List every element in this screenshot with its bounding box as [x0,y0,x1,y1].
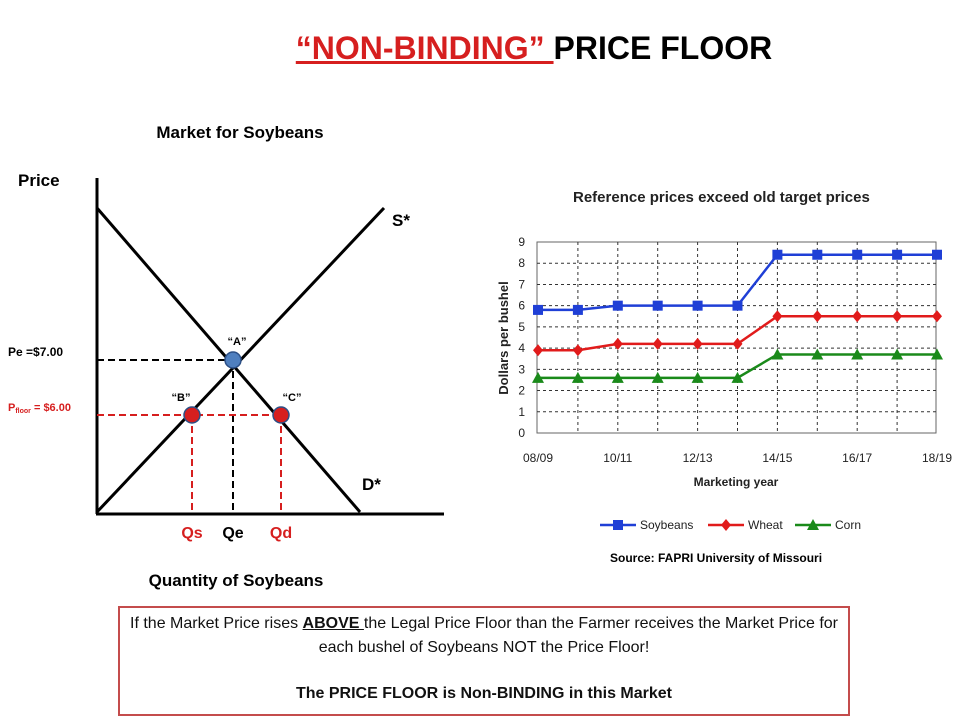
y-tick-label: 2 [518,384,525,398]
point-b-label: “B” [172,392,191,404]
legend-marker-corn [807,519,819,530]
soybeans-point [533,304,543,315]
chart-source: Source: FAPRI University of Missouri [610,551,823,565]
soybeans-point [772,249,783,260]
soybeans-point [892,249,903,260]
wheat-point [812,310,823,323]
x-tick-label: 08/09 [523,451,553,465]
qs-label: Qs [181,525,202,542]
wheat-point [572,344,583,357]
soybeans-point [932,249,942,260]
y-tick-label: 5 [518,320,525,334]
legend-label-soybeans: Soybeans [640,518,693,532]
y-tick-label: 8 [518,256,525,270]
point-a-label: “A” [228,336,247,348]
soybeans-point [812,249,823,260]
market-x-label: Quantity of Soybeans [149,571,324,590]
wheat-point [932,310,942,323]
qe-label: Qe [222,525,243,542]
legend-label-wheat: Wheat [748,518,783,532]
chart-x-label: Marketing year [694,475,779,489]
y-tick-label: 1 [518,405,525,419]
supply-label: S* [392,211,410,230]
wheat-point [533,344,543,357]
chart-plot-frame [536,241,937,434]
y-tick-label: 4 [518,341,525,355]
chart-grid [536,241,937,434]
y-tick-label: 9 [518,235,525,249]
y-tick-label: 7 [518,277,525,291]
wheat-point [892,310,903,323]
wheat-point [732,337,743,350]
reference-price-chart: Reference prices exceed old target price… [496,189,952,532]
y-tick-label: 6 [518,299,525,313]
wheat-point [612,337,623,350]
wheat-point [692,337,703,350]
x-tick-label: 16/17 [842,451,872,465]
x-tick-label: 10/11 [603,451,632,465]
wheat-point [652,337,663,350]
legend-label-corn: Corn [835,518,861,532]
chart-legend: Soybeans Wheat Corn [600,518,861,532]
soybeans-point [572,304,583,315]
corn-point [771,348,784,360]
chart-y-label: Dollars per bushel [496,281,511,394]
point-a-marker [224,351,242,369]
explanation-box: If the Market Price rises ABOVE the Lega… [118,606,850,716]
market-price-label: Price [18,171,60,190]
chart-series [532,249,943,383]
soybeans-point [692,300,703,311]
corn-point [571,371,584,383]
wheat-point [852,310,863,323]
pfloor-label: Pfloor = $6.00 [8,402,71,415]
corn-point [691,371,704,383]
chart-title: Reference prices exceed old target price… [573,189,870,206]
corn-point [611,371,624,383]
soybeans-point [652,300,663,311]
y-tick-label: 3 [518,362,525,376]
demand-label: D* [362,475,381,494]
qd-label: Qd [270,525,292,542]
point-b-marker [183,406,201,424]
wheat-point [772,310,783,323]
x-tick-label: 12/13 [683,451,713,465]
pe-label: Pe =$7.00 [8,345,63,359]
point-c-label: “C” [283,392,302,404]
corn-point [851,348,864,360]
explanation-conclusion: The PRICE FLOOR is Non-BINDING in this M… [295,685,673,702]
chart-ticks: 0 1 2 3 4 5 6 7 8 9 08/09 10/11 12/13 14/15 16/17 18/19 [518,235,952,465]
explanation-text: If the Market Price rises ABOVE the Lega… [130,615,838,656]
corn-point [931,348,943,360]
legend-marker-soybeans [613,520,623,530]
soybeans-point [852,249,863,260]
title-quoted: “NON-BINDING” [295,30,554,66]
corn-point [891,348,904,360]
market-diagram: Market for Soybeans Price S* D* “A” “B” … [8,123,444,590]
corn-point [811,348,824,360]
corn-point [651,371,664,383]
corn-point [731,371,744,383]
page-title: “NON-BINDING” PRICE FLOOR [0,30,960,67]
title-rest: PRICE FLOOR [553,30,773,66]
y-tick-label: 0 [518,426,525,440]
above-emphasis: ABOVE [302,615,364,632]
point-c-marker [272,406,290,424]
x-tick-label: 14/15 [762,451,792,465]
corn-point [532,371,544,383]
market-heading: Market for Soybeans [156,123,323,142]
x-tick-label: 18/19 [922,451,952,465]
legend-marker-wheat [721,519,731,531]
soybeans-point [612,300,623,311]
soybeans-point [732,300,743,311]
